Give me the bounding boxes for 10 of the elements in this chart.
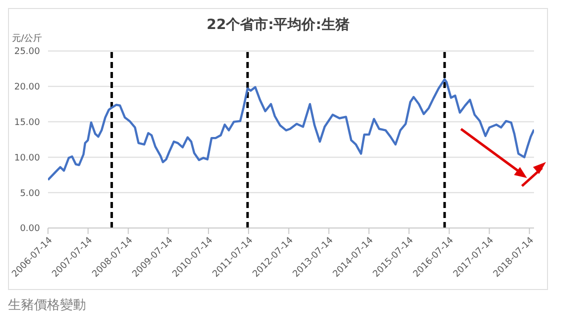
- y-tick-label: 10.00: [14, 153, 40, 164]
- y-axis-title: 元/公斤: [12, 32, 42, 45]
- y-tick-label: 5.00: [20, 188, 40, 199]
- y-tick-label: 20.00: [14, 82, 40, 93]
- y-tick-label: 0.00: [20, 224, 40, 234]
- y-tick-label: 25.00: [14, 47, 40, 58]
- y-tick-label: 15.00: [14, 118, 40, 128]
- chart-title: 22个省市:平均价:生猪: [206, 16, 350, 34]
- text: 生豬價格變動: [8, 297, 86, 314]
- line-series: [48, 78, 534, 181]
